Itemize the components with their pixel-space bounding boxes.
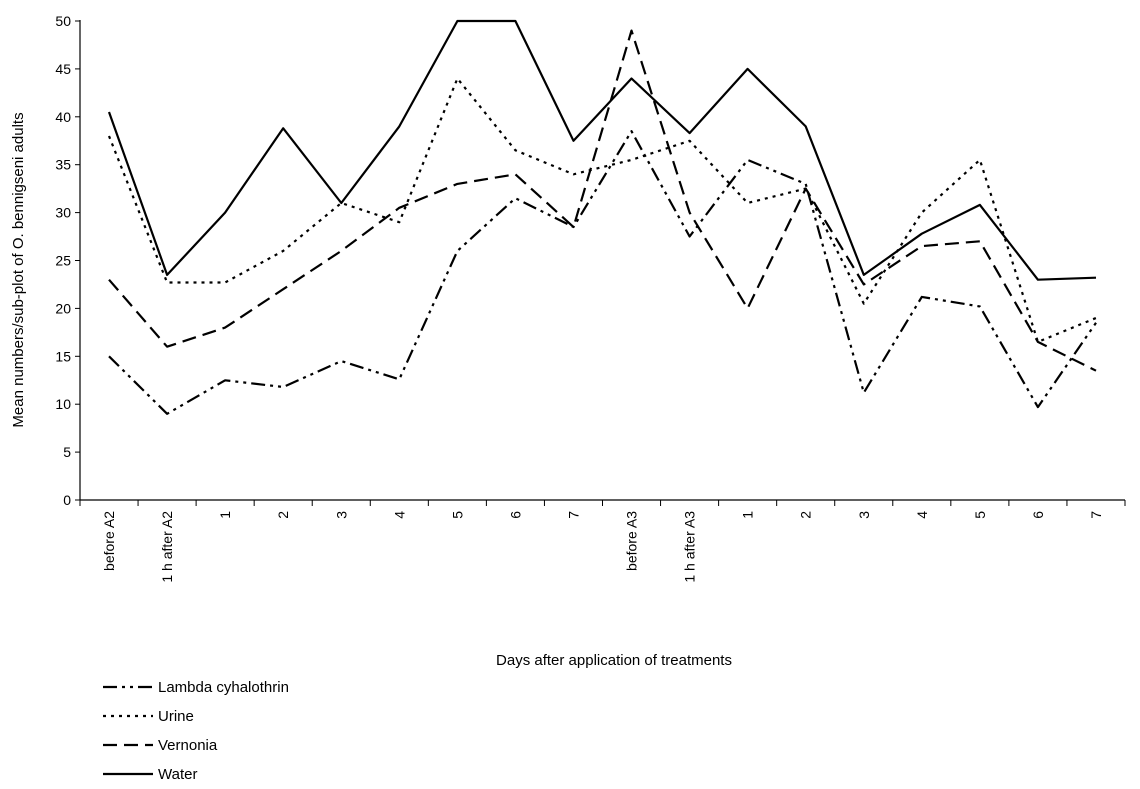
legend: Lambda cyhalothrin Urine Vernonia Water (103, 679, 289, 783)
y-tick-label: 35 (55, 157, 71, 173)
y-tick-label: 25 (55, 253, 71, 269)
x-tick-label: 5 (972, 511, 988, 519)
y-tick-label: 20 (55, 300, 71, 316)
legend-label: Urine (158, 708, 194, 725)
y-tick-label: 5 (63, 444, 71, 460)
axes (79, 20, 1125, 501)
series-line-lambda-cyhalothrin (108, 130, 1097, 415)
legend-label: Water (158, 766, 197, 783)
x-tick-label: 3 (333, 511, 349, 519)
y-axis-ticks: 0 5 10 15 20 25 30 35 40 45 50 (55, 13, 80, 508)
series-line-urine (107, 77, 1097, 343)
x-tick-label: 1 (217, 511, 233, 519)
x-axis-title: Days after application of treatments (496, 652, 732, 669)
x-tick-label: before A3 (624, 511, 640, 571)
y-tick-label: 10 (55, 396, 71, 412)
x-axis-ticks: before A2 1 h after A2 1 2 3 4 5 6 7 before A3 1 h… (79, 500, 1126, 583)
series-lines (107, 19, 1097, 415)
y-tick-label: 40 (55, 109, 71, 125)
x-tick-label: 5 (449, 511, 465, 519)
x-tick-label: 1 h after A2 (159, 511, 175, 583)
x-tick-label: 7 (565, 511, 581, 519)
x-tick-label: 3 (856, 511, 872, 519)
x-tick-label: 4 (391, 511, 407, 519)
x-tick-label: 6 (507, 511, 523, 519)
x-tick-label: 6 (1030, 511, 1046, 519)
legend-label: Vernonia (158, 737, 218, 754)
x-tick-label: 1 (740, 511, 756, 519)
y-tick-label: 45 (55, 61, 71, 77)
y-tick-label: 15 (55, 348, 71, 364)
x-tick-label: 4 (914, 511, 930, 519)
y-tick-label: 0 (63, 492, 71, 508)
x-tick-label: 1 h after A3 (682, 511, 698, 583)
series-line-water (107, 19, 1097, 281)
legend-label: Lambda cyhalothrin (158, 679, 289, 696)
x-tick-label: 2 (275, 511, 291, 519)
x-tick-label: 7 (1088, 511, 1104, 519)
y-tick-label: 30 (55, 205, 71, 221)
x-tick-label: 2 (798, 511, 814, 519)
y-axis-title: Mean numbers/sub-plot of O. bennigseni a… (10, 112, 27, 427)
series-line-vernonia (108, 29, 1097, 372)
x-tick-label: before A2 (101, 511, 117, 571)
y-tick-label: 50 (55, 13, 71, 29)
